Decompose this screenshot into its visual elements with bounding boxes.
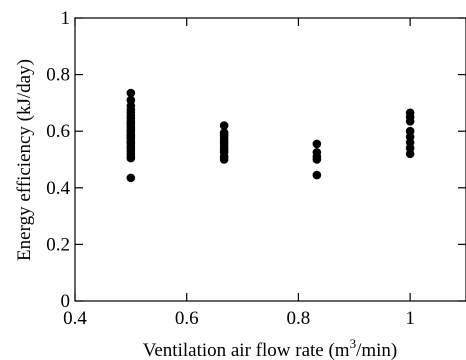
y-tick-label: 0.4: [46, 178, 70, 199]
y-tick-label: 1: [61, 8, 71, 29]
x-axis-label: Ventilation air flow rate (m3/min): [143, 336, 398, 360]
data-point: [126, 132, 136, 142]
data-point: [312, 170, 322, 180]
data-point: [312, 139, 322, 149]
data-point: [312, 155, 322, 164]
y-tick-label: 0.2: [46, 234, 70, 255]
y-tick-label: 0.6: [46, 121, 70, 142]
x-tick-label: 0.6: [175, 308, 199, 329]
axis-ticks: 0.4 0.6 0.8 1 0 0.2 0.4 0.6 0.8 1: [46, 8, 466, 329]
x-tick-label: 0.8: [287, 308, 311, 329]
x-tick-label: 1: [405, 308, 415, 329]
data-point: [405, 116, 415, 126]
y-tick-label: 0.8: [46, 65, 70, 86]
data-point: [405, 149, 415, 159]
data-point: [219, 121, 229, 130]
plot-frame: [74, 17, 466, 302]
data-point: [126, 173, 136, 183]
data-points: [126, 88, 415, 183]
x-tick-label: 0.4: [63, 308, 87, 329]
y-tick-label: 0: [61, 291, 71, 312]
data-point: [219, 155, 229, 164]
data-point: [126, 118, 136, 128]
data-point: [126, 88, 136, 98]
y-axis-label: Energy efficiency (kJ/day): [14, 59, 35, 261]
data-point: [126, 153, 136, 163]
